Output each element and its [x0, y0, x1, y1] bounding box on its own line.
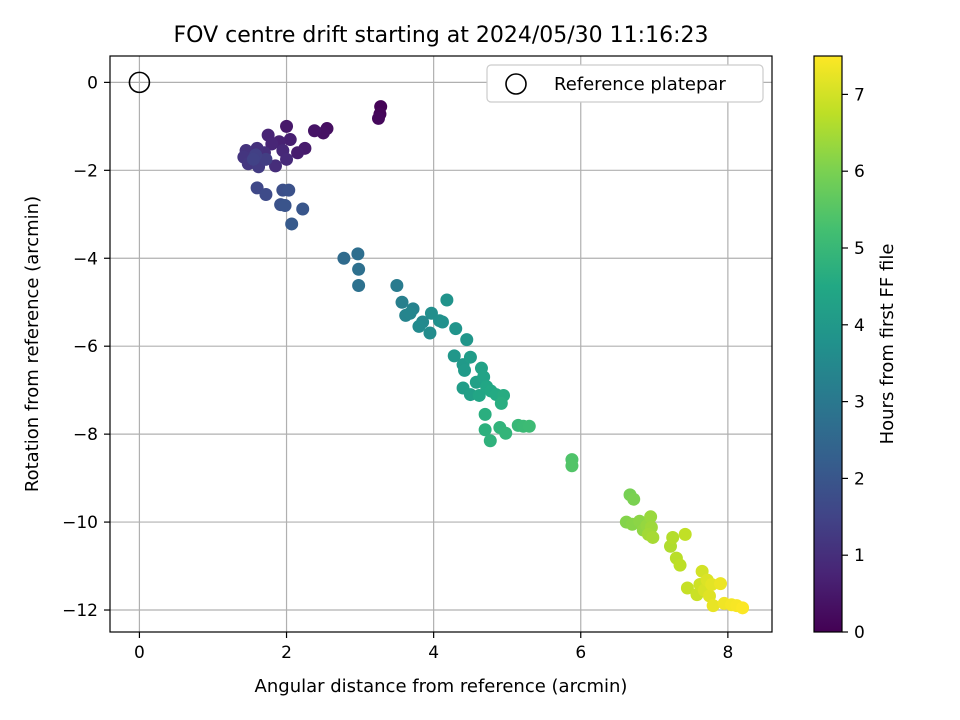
- x-tick-label: 8: [722, 643, 733, 663]
- legend-box: [486, 64, 764, 103]
- data-point: [278, 198, 292, 212]
- data-point: [280, 119, 294, 133]
- data-point: [371, 111, 385, 125]
- data-point: [627, 492, 641, 506]
- grid-lines: [110, 56, 772, 632]
- data-point: [678, 527, 692, 541]
- data-point: [403, 306, 417, 320]
- y-tick-label: 0: [87, 73, 98, 93]
- data-point: [499, 426, 513, 440]
- data-point: [706, 599, 720, 613]
- colorbar: 0 1 2 3 4 5 6 7 Hours from first FF file: [813, 55, 898, 643]
- x-axis-ticks: 0 2 4 6 8: [134, 632, 733, 663]
- colorbar-tick-label: 6: [854, 162, 865, 182]
- colorbar-gradient: [813, 55, 843, 633]
- data-point: [337, 251, 351, 265]
- data-point: [472, 388, 486, 402]
- y-tick-label: −2: [73, 161, 98, 181]
- data-point: [296, 202, 310, 216]
- colorbar-tick-label: 0: [854, 623, 865, 643]
- colorbar-tick-label: 4: [854, 316, 865, 336]
- data-point: [458, 363, 472, 377]
- data-point: [440, 293, 454, 307]
- data-point: [307, 124, 321, 138]
- data-point: [390, 279, 404, 293]
- data-point: [644, 510, 658, 524]
- y-tick-label: −12: [62, 601, 98, 621]
- colorbar-tick-label: 3: [854, 393, 865, 413]
- data-point: [352, 262, 366, 276]
- colorbar-tick-label: 1: [854, 546, 865, 566]
- data-point: [449, 322, 463, 336]
- legend-marker-reference-platepar: [505, 73, 527, 95]
- colorbar-tick-label: 7: [854, 85, 865, 105]
- legend: Reference platepar: [486, 64, 764, 103]
- data-point: [423, 326, 437, 340]
- data-point: [435, 315, 449, 329]
- data-point: [673, 558, 687, 572]
- data-point: [680, 581, 694, 595]
- colorbar-tick-label: 5: [854, 239, 865, 259]
- x-tick-label: 2: [281, 643, 292, 663]
- data-point: [666, 530, 680, 544]
- data-point: [265, 137, 279, 151]
- colorbar-label: Hours from first FF file: [877, 244, 898, 445]
- y-tick-label: −6: [73, 337, 98, 357]
- data-point: [269, 159, 282, 173]
- x-tick-label: 4: [428, 643, 439, 663]
- data-point: [463, 350, 477, 364]
- colorbar-ticks: 0 1 2 3 4 5 6 7: [842, 85, 865, 643]
- data-point: [352, 279, 366, 293]
- data-point: [291, 146, 305, 160]
- reference-platepar-marker: [128, 71, 151, 94]
- y-axis-ticks: 0 −2 −4 −6 −8 −10 −12: [62, 73, 110, 621]
- y-axis-label: Rotation from reference (arcmin): [22, 196, 43, 492]
- data-point: [714, 577, 728, 591]
- data-point: [646, 530, 660, 544]
- data-point: [483, 434, 497, 448]
- data-point: [283, 133, 297, 147]
- data-point: [447, 349, 461, 363]
- data-point: [736, 601, 750, 615]
- data-points: [237, 100, 750, 615]
- data-point: [412, 319, 426, 333]
- data-point: [280, 152, 294, 166]
- chart-title: FOV centre drift starting at 2024/05/30 …: [174, 23, 709, 48]
- y-tick-label: −10: [62, 513, 98, 533]
- y-tick-label: −4: [73, 249, 98, 269]
- data-point: [259, 152, 273, 166]
- data-point: [250, 181, 264, 195]
- data-point: [522, 419, 536, 433]
- data-point: [478, 423, 492, 437]
- data-point: [478, 407, 492, 421]
- data-point: [285, 217, 299, 231]
- data-point: [565, 459, 579, 473]
- y-tick-label: −8: [73, 425, 98, 445]
- data-point: [259, 188, 273, 202]
- data-point: [395, 295, 409, 309]
- x-tick-label: 6: [575, 643, 586, 663]
- legend-label-reference-platepar: Reference platepar: [554, 74, 726, 95]
- x-tick-label: 0: [134, 643, 145, 663]
- x-axis-label: Angular distance from reference (arcmin): [255, 676, 628, 697]
- plot-frame: [109, 55, 773, 633]
- colorbar-tick-label: 2: [854, 469, 865, 489]
- data-point: [351, 247, 365, 261]
- data-point: [246, 152, 260, 166]
- data-point: [282, 183, 296, 197]
- data-point: [460, 333, 474, 347]
- data-point: [494, 396, 508, 410]
